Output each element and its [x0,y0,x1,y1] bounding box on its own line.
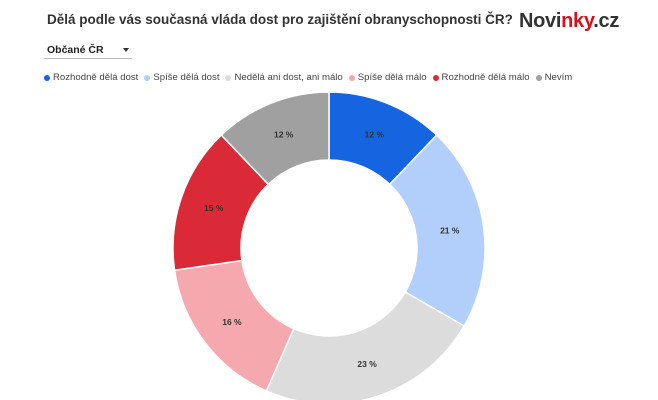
donut-slice[interactable] [220,91,330,186]
slice-value-label: 12 % [365,130,385,140]
logo-text-accent: nky [561,10,594,32]
legend-label: Nedělá ani dost, ani málo [234,72,343,83]
logo-text-part1: Novi [519,10,562,32]
caret-down-icon [123,48,129,52]
chart-title: Dělá podle vás současná vláda dost pro z… [47,12,513,27]
legend-item[interactable]: Rozhodně dělá dost [44,72,138,83]
legend-swatch [432,74,439,81]
legend-item[interactable]: Rozhodně dělá málo [432,72,530,83]
population-filter-dropdown[interactable]: Občané ČR [44,42,132,59]
legend-label: Nevím [544,72,573,83]
slice-value-label: 23 % [357,359,377,369]
logo-text-part3: .cz [593,10,620,32]
legend-item[interactable]: Spíše dělá dost [144,72,219,83]
legend-label: Rozhodně dělá dost [53,72,139,83]
legend-label: Spíše dělá dost [153,72,220,83]
chart-legend: Rozhodně dělá dost Spíše dělá dost Nedělá … [44,72,650,83]
legend-swatch [225,74,232,81]
legend-item[interactable]: Spíše dělá málo [348,72,427,83]
novinky-logo[interactable]: Novinky.cz [519,10,619,33]
legend-label: Spíše dělá málo [357,72,427,83]
slice-value-label: 21 % [440,226,460,236]
slice-value-label: 16 % [222,317,242,327]
legend-swatch [144,74,151,81]
legend-label: Rozhodně dělá málo [441,72,530,83]
donut-slice[interactable] [265,290,466,400]
legend-swatch [348,74,355,81]
dropdown-selected-value: Občané ČR [47,44,104,56]
legend-item[interactable]: Nevím [535,72,573,83]
legend-swatch [535,74,542,81]
legend-item[interactable]: Nedělá ani dost, ani málo [225,72,343,83]
slice-value-label: 12 % [274,130,294,140]
slice-value-label: 15 % [204,203,224,213]
legend-swatch [44,74,50,81]
